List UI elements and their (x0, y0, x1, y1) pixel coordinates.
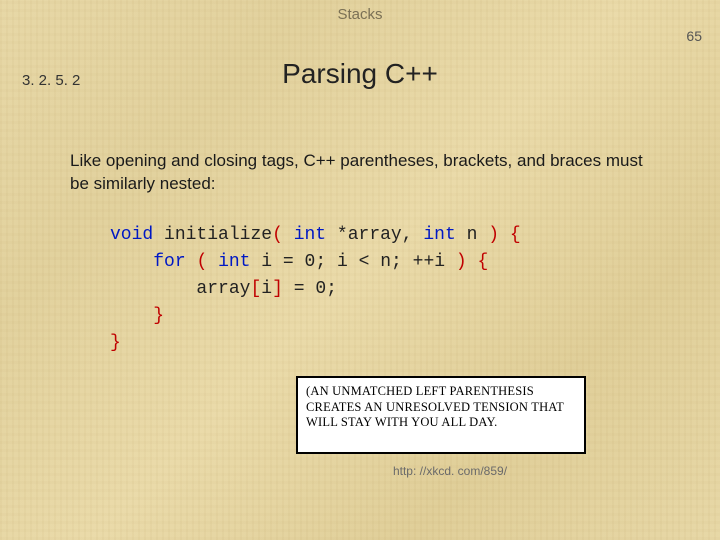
code-id: i (261, 279, 272, 299)
code-op: < (359, 252, 370, 272)
code-op: , (402, 225, 413, 245)
code-op: ; (315, 252, 326, 272)
code-block: void initialize( int *array, int n ) { f… (110, 222, 521, 357)
code-brace: } (153, 306, 164, 326)
code-brace: { (478, 252, 489, 272)
code-id: initialize (164, 225, 272, 245)
code-kw: int (423, 225, 455, 245)
code-op: * (337, 225, 348, 245)
code-op: ; (326, 279, 337, 299)
header-label: Stacks (0, 6, 720, 23)
code-bracket: [ (250, 279, 261, 299)
code-num: 0 (305, 252, 316, 272)
page-number: 65 (686, 28, 702, 44)
slide-title: Parsing C++ (0, 58, 720, 90)
code-op: = (294, 279, 305, 299)
citation-url: http: //xkcd. com/859/ (0, 464, 720, 478)
code-paren: ( (196, 252, 207, 272)
code-paren: ) (488, 225, 499, 245)
code-paren: ( (272, 225, 283, 245)
code-id: n (380, 252, 391, 272)
code-kw: void (110, 225, 153, 245)
code-bracket: ] (272, 279, 283, 299)
code-brace: { (510, 225, 521, 245)
code-kw: int (294, 225, 326, 245)
code-id: i (261, 252, 272, 272)
code-num: 0 (315, 279, 326, 299)
code-id: i (337, 252, 348, 272)
code-kw: for (153, 252, 185, 272)
code-op: = (283, 252, 294, 272)
code-kw: int (218, 252, 250, 272)
slide: Stacks 65 3. 2. 5. 2 Parsing C++ Like op… (0, 0, 720, 540)
body-paragraph: Like opening and closing tags, C++ paren… (70, 150, 650, 196)
comic-panel: (An unmatched left parenthesis creates a… (296, 376, 586, 454)
code-op: ++ (413, 252, 435, 272)
code-id: array (348, 225, 402, 245)
code-id: i (434, 252, 445, 272)
code-id: array (196, 279, 250, 299)
code-id: n (467, 225, 478, 245)
code-op: ; (391, 252, 402, 272)
code-paren: ) (456, 252, 467, 272)
code-brace: } (110, 333, 121, 353)
